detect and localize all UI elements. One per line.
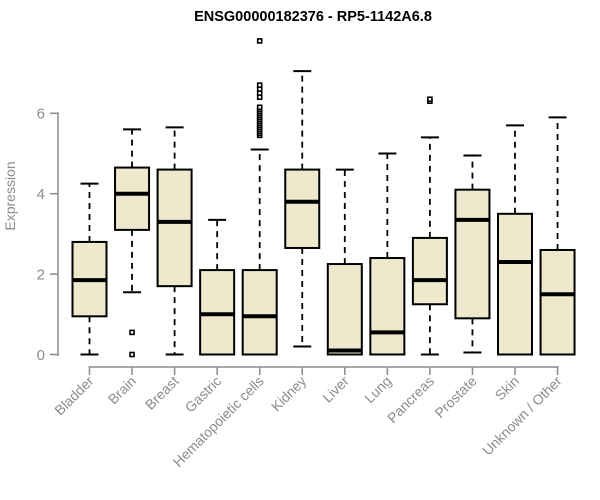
outlier-point [256, 38, 263, 44]
x-tick-label-kidney: Kidney [268, 373, 310, 415]
x-tick-label-bladder: Bladder [51, 373, 97, 419]
x-tick-label-liver: Liver [319, 373, 352, 406]
outlier-point [129, 351, 135, 358]
boxplot-series [71, 38, 576, 358]
x-tick-label-skin: Skin [492, 373, 523, 404]
boxplot-prostate [454, 154, 491, 354]
y-tick-label-4: 4 [37, 186, 45, 203]
boxplot-kidney [284, 70, 321, 348]
outlier-point [256, 82, 263, 88]
y-tick-label-0: 0 [37, 347, 45, 364]
x-tick-label-pancreas: Pancreas [384, 373, 437, 426]
x-tick-label-prostate: Prostate [431, 373, 479, 421]
boxplot-skin [497, 124, 533, 356]
iqr-box [284, 168, 321, 249]
boxplot-liver [326, 168, 363, 356]
boxplot-gastric [199, 218, 236, 356]
iqr-box [241, 269, 278, 356]
iqr-box [156, 168, 193, 288]
iqr-box [369, 257, 406, 356]
y-tick-label-2: 2 [37, 266, 45, 283]
boxplot-unknown-other [539, 116, 576, 356]
iqr-box [326, 263, 363, 356]
iqr-box [539, 248, 576, 356]
boxplot-lung [369, 152, 406, 356]
x-tick-label-unknown-other: Unknown / Other [479, 373, 565, 459]
boxplot-breast [156, 126, 193, 356]
outlier-point [427, 96, 433, 103]
iqr-box [497, 212, 533, 356]
iqr-box [199, 269, 236, 356]
x-tick-label-lung: Lung [361, 373, 394, 406]
x-tick-label-brain: Brain [105, 373, 139, 407]
boxplot-pancreas [411, 96, 448, 356]
iqr-box [411, 236, 448, 306]
outlier-point [129, 329, 135, 336]
y-axis-title: Expression [2, 161, 18, 230]
iqr-box [454, 188, 491, 320]
boxplot-hematopoietic-cells [241, 38, 278, 356]
x-tick-label-breast: Breast [142, 373, 182, 413]
boxplot-bladder [71, 182, 108, 356]
chart-title: ENSG00000182376 - RP5-1142A6.8 [194, 9, 432, 25]
iqr-box [114, 166, 151, 231]
boxplot-brain [114, 128, 151, 358]
outlier-point [256, 104, 263, 111]
y-tick-label-6: 6 [37, 106, 45, 123]
